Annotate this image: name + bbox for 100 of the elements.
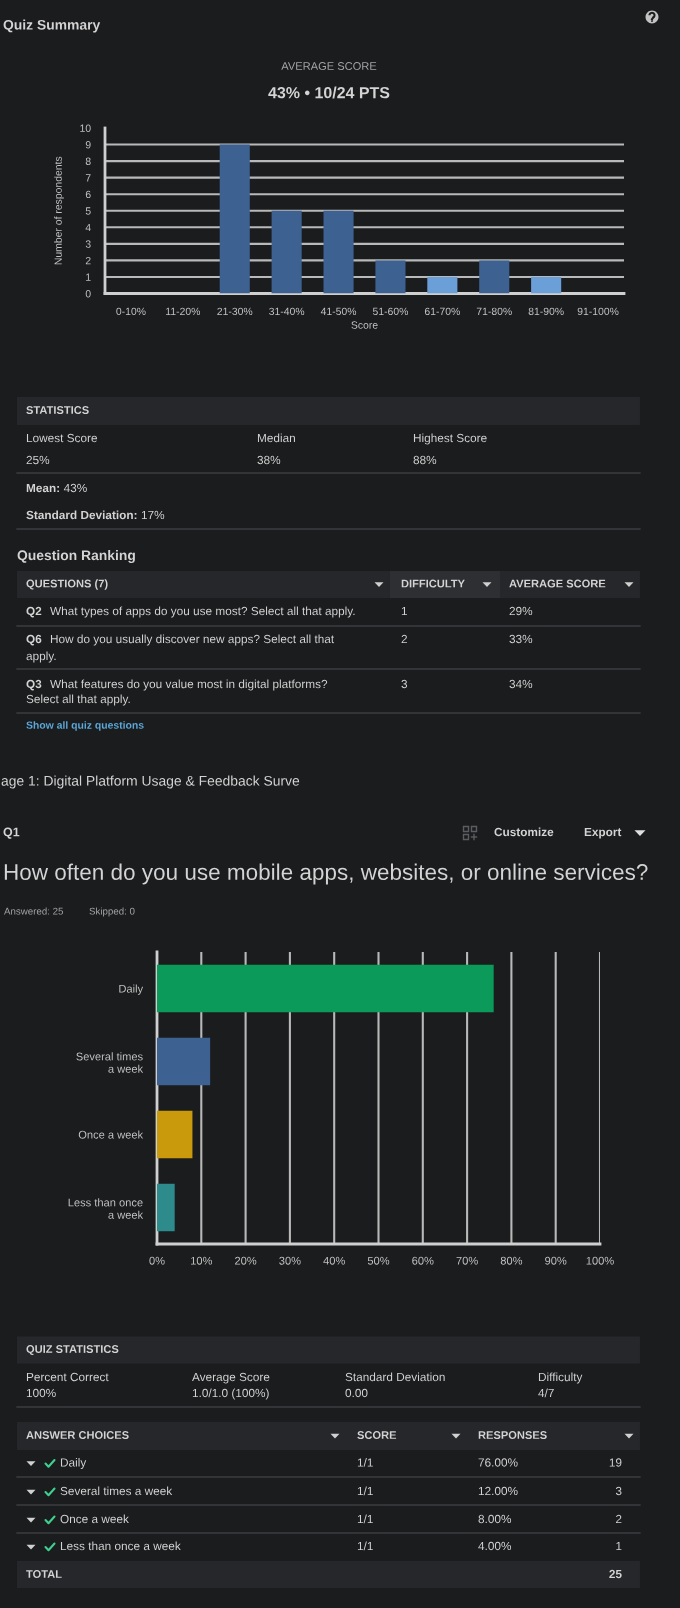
text: 88% [413,455,437,465]
text: Customize [494,827,554,837]
text: 29% [509,606,533,616]
text: Less than once a week [60,1541,181,1551]
text: DIFFICULTY [401,579,465,588]
text: 34% [509,679,533,689]
x-tick-label: 20% [235,1256,257,1265]
text: 8.00% [478,1514,512,1524]
text: 1/1 [357,1514,373,1524]
x-tick-label: 30% [279,1256,301,1265]
chart-title: How often do you use mobile apps, websites, or online services? [4,863,648,885]
text: 43% • 10/24 PTS [268,86,390,99]
text: Q2 [26,606,42,618]
bar [157,1037,211,1086]
text: Answered: 25 [4,907,64,915]
x-tick-label: 50% [367,1256,390,1265]
text: 1/1 [357,1458,373,1467]
x-tick-label: 90% [545,1256,567,1265]
chart-subtitle: AVERAGE SCORE [281,62,377,70]
text: 1 [401,606,407,616]
text: apply. [26,651,56,663]
y-tick-label: Several times a week [76,1052,144,1073]
x-tick-label: 61-70% [424,307,460,316]
y-tick-label: Once a week [78,1130,144,1139]
text: Standard Deviation: [26,510,137,520]
y-tick-label: 8 [85,157,91,165]
text: Export [584,827,622,839]
x-tick-label: 31-40% [269,307,305,316]
bar [323,210,354,294]
text: Average Score [192,1372,270,1384]
text: QUESTIONS (7) [26,579,108,590]
x-tick-label: 0% [149,1256,165,1265]
y-tick-label: 1 [86,273,91,281]
x-tick-label: 40% [323,1256,345,1265]
text: RESPONSES [478,1431,547,1439]
text: Question Ranking [17,550,135,563]
x-axis-title: Score [351,321,378,329]
bar [157,1183,175,1232]
y-tick-label: 4 [85,223,91,232]
text: 76.00% [478,1458,518,1467]
x-tick-label: 81-90% [528,307,564,316]
text: Q1 [3,827,20,839]
x-tick-label: 71-80% [476,307,512,316]
text: What types of apps do you use most? Select all that apply. [50,606,355,618]
x-tick-label: 41-50% [320,307,357,316]
y-tick-label: 6 [85,190,91,199]
text: 4/7 [538,1388,554,1398]
bar [531,276,562,294]
bar [271,210,302,294]
y-tick-label: 10 [80,124,91,132]
text: Standard Deviation [345,1372,445,1382]
text: 0.00 [345,1388,368,1398]
text: 12.00% [478,1486,518,1496]
text: 17% [141,510,165,520]
y-tick-label: Less than once a week [68,1198,144,1219]
x-tick-label: 60% [412,1256,434,1265]
text: Difficulty [538,1372,583,1384]
text: 19 [609,1458,622,1467]
text: 2 [616,1514,622,1524]
text: 33% [509,634,533,644]
y-tick-label: 7 [85,174,91,182]
bar [157,1110,193,1159]
text: Once a week [60,1514,129,1524]
text: 2 [401,634,407,644]
y-tick-label: 2 [85,256,91,265]
text: 3 [615,1486,622,1496]
bar [375,260,406,294]
text: Skipped: 0 [89,907,135,917]
text: 1/1 [357,1486,373,1496]
text: How do you usually discover new apps? Select all that [50,634,335,646]
y-tick-label: 9 [85,141,91,149]
text: AVERAGE SCORE [509,579,606,588]
y-tick-label: 0 [85,290,91,298]
x-tick-label: 0-10% [116,307,146,316]
text: SCORE [357,1431,397,1439]
text: Highest Score [413,433,487,445]
text: 43% [63,483,87,493]
x-tick-label: 70% [456,1256,478,1265]
text: Median [257,433,295,443]
text: QUIZ STATISTICS [26,1345,119,1356]
x-tick-label: 91-100% [577,307,619,316]
text: Select all that apply. [26,694,130,706]
x-tick-label: 11-20% [166,307,201,316]
text: 4.00% [478,1541,512,1551]
text: 25 [609,1569,622,1579]
x-tick-label: 80% [500,1256,523,1265]
bar [427,276,458,294]
x-tick-label: 21-30% [217,307,253,316]
text: Percent Correct [26,1372,109,1382]
y-axis-title: Number of respondents [54,156,64,265]
text: Mean: [26,483,59,493]
text: 1 [616,1541,622,1551]
text: Several times a week [60,1486,173,1496]
text: 25% [26,455,50,465]
bar [219,144,250,294]
text: 1/1 [357,1541,373,1551]
text: 1.0/1.0 (100%) [192,1388,269,1400]
text: 100% [26,1388,56,1398]
text: Show all quiz questions [26,721,144,731]
text: 3 [401,679,408,689]
